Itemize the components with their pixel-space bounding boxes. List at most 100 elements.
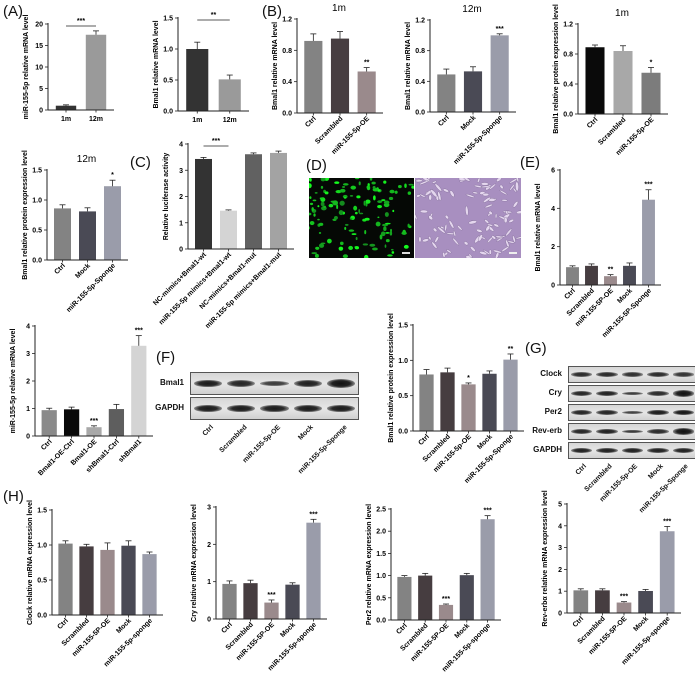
blot-strip: [568, 423, 695, 440]
y-axis-label: Cry relative mRNA expression level: [191, 504, 198, 622]
chart-b-12m-mrna: 12m Bmal1 relative mRNA level Ctrl Mock *** m…: [0, 0, 520, 166]
bar: [659, 531, 675, 613]
y-tick-label: 1: [26, 406, 30, 413]
y-tick-label: 1.0: [32, 198, 42, 205]
bar: [63, 409, 80, 436]
bar: [438, 604, 454, 620]
significance-marker: **: [608, 267, 614, 274]
y-tick-label: 1: [207, 579, 211, 586]
bar: [463, 71, 483, 112]
chart-h-clock: Clock relative mRNA expression level Ctrl…: [0, 0, 175, 687]
y-tick-label: 1.0: [376, 573, 386, 580]
x-tick-label: miR-155-5P-OE: [588, 615, 629, 656]
significance-marker: **: [211, 12, 217, 19]
significance-marker: ***: [135, 328, 143, 335]
chart-mir155-bmal1-manip: miR-155-5p relative mRNA level Ctrl Bmal1-…: [0, 0, 180, 490]
y-axis-label: Bmal1 relative mRNA level: [405, 22, 412, 110]
bar: [104, 186, 121, 260]
blot-row-label: Cry: [548, 387, 562, 397]
bar: [616, 602, 632, 613]
blot-row-label: Rev-erb: [532, 425, 562, 435]
y-tick-label: 20: [35, 22, 43, 29]
chart-a-mir155: miR-155-5p relative mRNA level 1m 12m 0 5 10 1…: [0, 0, 120, 140]
chart-b-1m-mrna: 1m Bmal1 relative mRNA level Ctrl Scrambled…: [0, 0, 390, 156]
significance-marker: ***: [442, 596, 450, 603]
significance-marker: *: [111, 172, 114, 179]
significance-marker: ***: [620, 594, 628, 601]
y-axis-label: Bmal1 relative protein expression level: [388, 313, 395, 443]
y-tick-label: 1.2: [563, 22, 573, 29]
y-tick-label: 4: [558, 523, 562, 530]
y-tick-label: 1.5: [163, 16, 173, 23]
blot-band: [571, 447, 593, 454]
bar: [121, 545, 136, 615]
bar: [480, 519, 495, 620]
panel-label-c: (C): [130, 154, 151, 171]
blot-band: [647, 372, 669, 377]
bar: [195, 158, 212, 249]
blot-band: [260, 404, 289, 413]
chart-c-luciferase: Relative luciferase activity NC-mimics+Bm…: [0, 0, 300, 330]
y-tick-label: 2: [26, 379, 30, 386]
y-tick-label: 1.2: [282, 17, 292, 24]
blot-band: [647, 447, 669, 454]
blot-band: [571, 390, 593, 396]
blot-band: [596, 447, 618, 454]
blot-band: [672, 409, 694, 416]
bar: [482, 373, 497, 431]
y-tick-label: 0.5: [37, 578, 47, 585]
significance-marker: ***: [212, 138, 220, 145]
micrograph-brightfield: [415, 178, 521, 258]
y-tick-label: 2.0: [376, 529, 386, 536]
bar: [642, 199, 655, 285]
blot-band: [672, 390, 694, 397]
bar: [142, 554, 157, 615]
y-axis-label: Per2 relative mRNA expression level: [366, 504, 373, 625]
y-tick-label: 0: [551, 283, 555, 290]
y-tick-label: 0.5: [32, 228, 42, 235]
significance-marker: **: [364, 60, 370, 67]
bar: [85, 34, 107, 110]
blot-band: [672, 372, 694, 377]
blot-row-label: Bmal1: [159, 377, 184, 387]
blot-strip: [190, 397, 359, 420]
bar: [418, 575, 433, 620]
bar: [490, 35, 509, 113]
blot-band: [621, 372, 644, 377]
blot-band: [571, 372, 593, 377]
bar: [186, 49, 209, 111]
blot-row-label: GAPDH: [155, 402, 184, 412]
y-tick-label: 0.0: [398, 429, 408, 436]
bar: [131, 345, 147, 436]
y-tick-label: 5: [558, 502, 562, 509]
bar: [330, 38, 350, 114]
y-tick-label: 3: [179, 168, 183, 175]
y-tick-label: 0.0: [32, 258, 42, 265]
blot-row-label: Clock: [540, 368, 562, 378]
y-tick-label: 4: [26, 324, 30, 331]
chart-title: 1m: [615, 8, 629, 19]
significance-marker: ***: [484, 508, 492, 515]
bar: [585, 265, 598, 285]
significance-marker: ***: [663, 518, 671, 525]
y-tick-label: 1: [179, 220, 183, 227]
blot-band: [621, 447, 644, 454]
x-tick-label: 1m: [61, 116, 71, 123]
bar: [573, 590, 589, 613]
bar: [218, 79, 241, 111]
blot-band: [647, 391, 669, 396]
y-tick-label: 0.0: [163, 109, 173, 116]
significance-marker: ***: [77, 18, 85, 25]
chart-h-cry: Cry relative mRNA expression level Ctrl Sc…: [0, 0, 345, 687]
blot-band: [227, 379, 256, 388]
y-tick-label: 1.5: [398, 323, 408, 330]
significance-marker: ***: [309, 511, 317, 518]
bar: [357, 71, 376, 113]
y-tick-label: 6: [551, 168, 555, 175]
y-tick-label: 0: [179, 247, 183, 254]
blot-strip: [568, 385, 695, 402]
x-tick-label: 12m: [89, 116, 103, 123]
blot-band: [672, 428, 694, 435]
bar: [459, 575, 474, 620]
